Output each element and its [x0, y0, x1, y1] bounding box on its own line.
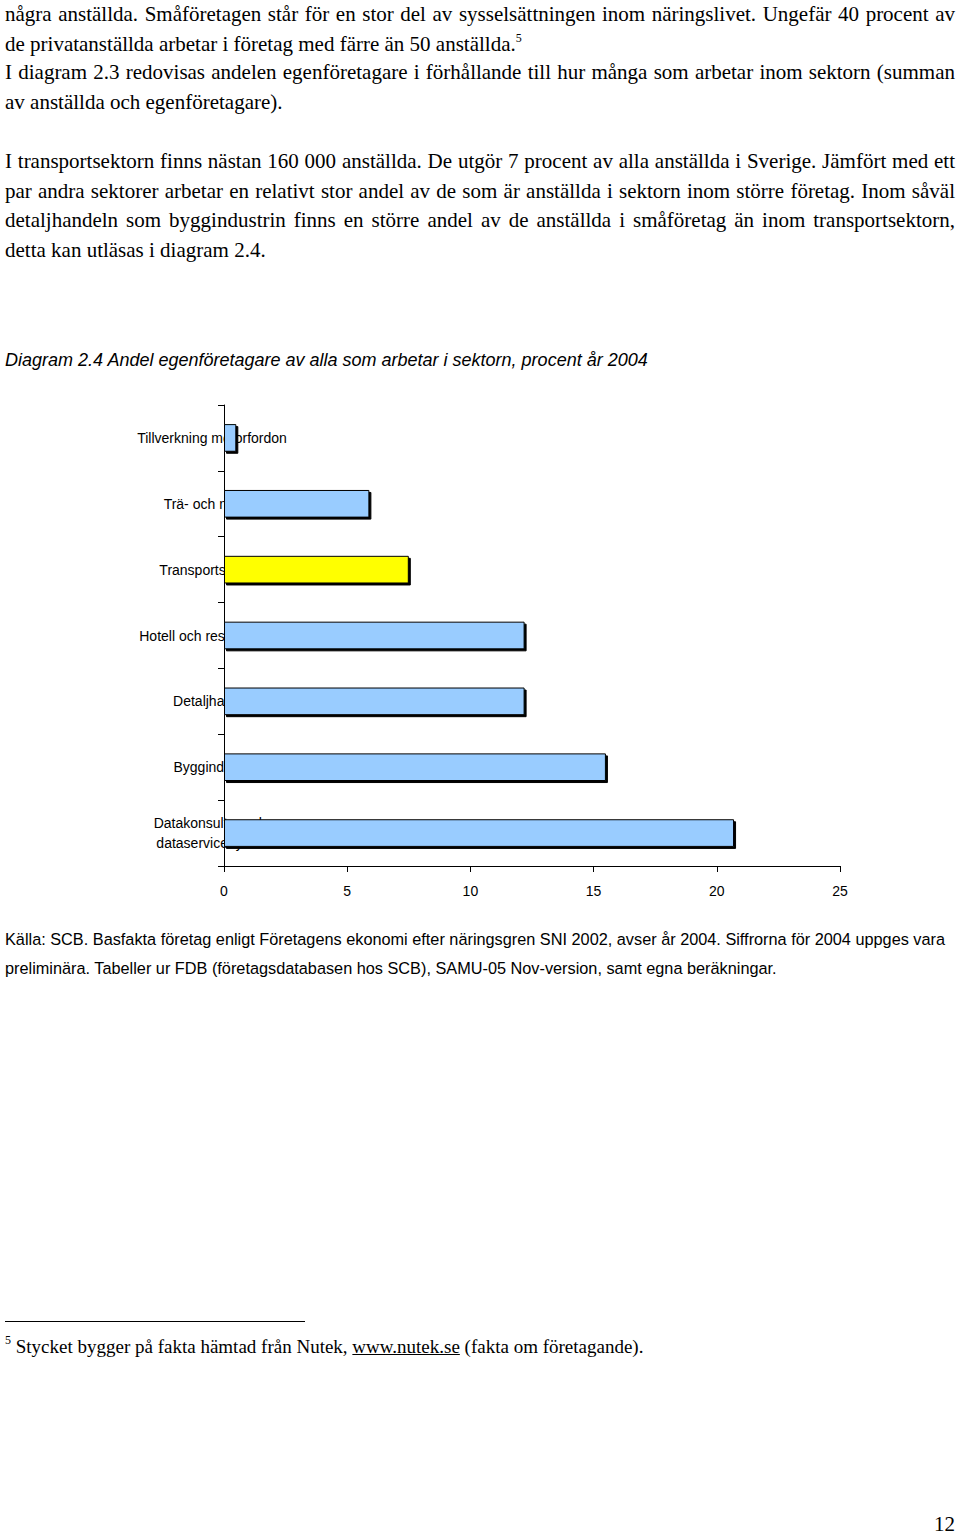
- svg-text:Tillverkning motorfordon: Tillverkning motorfordon: [137, 430, 287, 446]
- html-text:Diagram 2.4 Andel egenföretaga: Diagram 2.4 Andel egenföretagare av alla…: [5, 350, 648, 370]
- html-text:5Stycket bygger på fakta hämta: 5Stycket bygger på fakta hämtad från Nut…: [5, 1333, 644, 1357]
- svg-text:25: 25: [832, 883, 848, 899]
- svg-text:20: 20: [709, 883, 725, 899]
- html-text:12: 12: [934, 1512, 955, 1536]
- html-text:Källa: SCB. Basfakta företag e: Källa: SCB. Basfakta företag enligt Före…: [5, 930, 945, 977]
- svg-text:Trä- och massa: Trä- och massa: [163, 495, 261, 512]
- svg-text:Transportsektorn: Transportsektorn: [159, 561, 265, 578]
- html-text:I diagram 2.3 redovisas andele: I diagram 2.3 redovisas andelen egenföre…: [5, 60, 955, 114]
- html-text:några anställda. Småföretagen: några anställda. Småföretagen står för e…: [5, 2, 955, 56]
- svg-text:Detaljhandel: Detaljhandel: [173, 693, 251, 710]
- svg-text:dataservicebyråer: dataservicebyråer: [156, 835, 268, 852]
- svg-text:5: 5: [343, 883, 351, 899]
- svg-text:Datakonsulter och: Datakonsulter och: [153, 815, 271, 832]
- svg-text:Byggindustri: Byggindustri: [173, 759, 251, 776]
- svg-text:Hotell och restauranger: Hotell och restauranger: [139, 627, 285, 644]
- svg-text:0: 0: [220, 883, 228, 899]
- html-text:I transportsektorn finns nästa: I transportsektorn finns nästan 160 000 …: [5, 149, 955, 262]
- svg-text:10: 10: [463, 883, 479, 899]
- svg-text:15: 15: [586, 883, 602, 899]
